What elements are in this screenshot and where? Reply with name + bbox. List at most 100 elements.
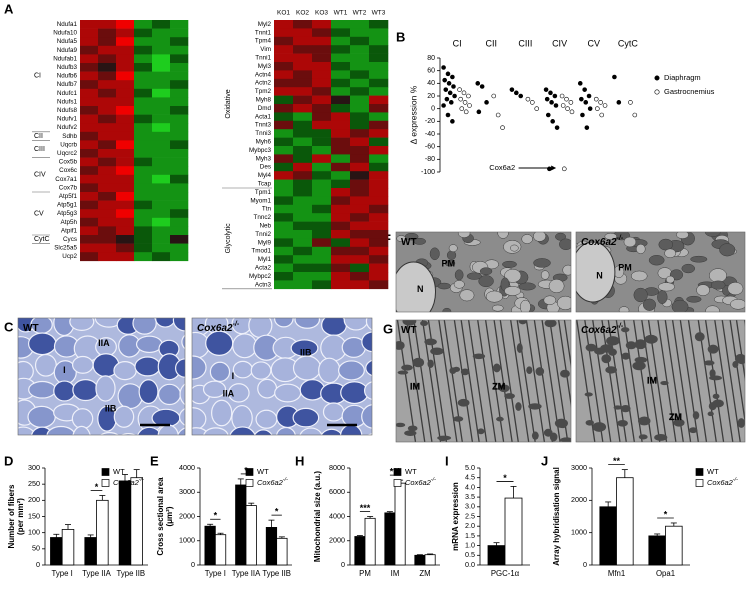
- mitochondrion: [453, 416, 464, 422]
- legend-swatch: [393, 468, 402, 476]
- heatmap-cell: [170, 28, 189, 38]
- heatmap-cell: [152, 243, 171, 253]
- mitochondrion: [479, 267, 493, 276]
- gene-label: Cox7b: [59, 184, 78, 191]
- data-point: [632, 112, 638, 118]
- mitochondrion: [703, 360, 715, 366]
- x-tick-label: Type IIB: [262, 569, 291, 578]
- fiber: [179, 383, 185, 406]
- data-point: [561, 166, 567, 172]
- heatmap-cell: [170, 80, 189, 90]
- heatmap-cell: [293, 188, 313, 197]
- fiber: [121, 433, 136, 435]
- mitochondrion: [477, 428, 485, 435]
- z-line: [499, 320, 519, 442]
- panel-letter: D: [4, 453, 13, 468]
- heatmap-cell: [80, 235, 99, 244]
- bar: [616, 477, 634, 566]
- heatmap-cell: [331, 45, 351, 54]
- gene-label: Myl4: [258, 172, 272, 179]
- heatmap-cell: [312, 146, 332, 155]
- mitochondrion: [555, 232, 567, 241]
- heatmap-cell: [312, 70, 332, 80]
- heatmap-cell: [350, 213, 370, 222]
- fiber: [322, 402, 345, 422]
- mitochondrion: [528, 403, 542, 410]
- group-label: CIII: [34, 146, 45, 153]
- fiber: [276, 426, 296, 435]
- mitochondrion: [442, 307, 452, 312]
- mitochondrion: [518, 320, 528, 325]
- structure-label: IIA: [223, 388, 235, 398]
- heatmap-cell: [80, 54, 99, 64]
- data-point: [547, 166, 552, 172]
- heatmap-cell: [331, 272, 351, 281]
- mitochondrion: [633, 287, 648, 303]
- data-point: [554, 125, 560, 130]
- z-line: [714, 320, 734, 442]
- group-label: CIV: [34, 172, 46, 179]
- structure-label: I: [232, 371, 235, 381]
- mitochondrion: [485, 290, 503, 303]
- heatmap-cell: [116, 63, 135, 72]
- y-tick-label: -20: [425, 118, 435, 125]
- y-axis-label: (μm²): [165, 506, 174, 526]
- heatmap-cell: [350, 87, 370, 96]
- heatmap-cell: [274, 95, 294, 105]
- y-tick-label: 3000: [571, 463, 587, 472]
- image-title-sup: -/-: [617, 235, 624, 242]
- z-line: [679, 320, 699, 442]
- z-line: [704, 320, 725, 442]
- y-axis-label: (per mm²): [16, 498, 25, 535]
- heatmap-cell: [134, 37, 153, 47]
- gene-label: Ndufb7: [57, 81, 78, 88]
- data-point: [445, 71, 451, 77]
- heatmap-cell: [369, 146, 389, 155]
- mitochondrion: [504, 286, 521, 296]
- y-tick-label: 0.0: [465, 560, 475, 569]
- heatmap-cell: [293, 70, 313, 80]
- heatmap-cell: [98, 252, 117, 262]
- heatmap-cell: [274, 179, 294, 189]
- heatmap-cell: [369, 196, 389, 206]
- column-label: KO2: [296, 10, 309, 17]
- x-tick-label: Type IIA: [82, 569, 111, 578]
- mitochondrion: [709, 369, 716, 378]
- mitochondrion: [453, 280, 465, 289]
- mitochondrion: [533, 232, 547, 242]
- heatmap-cell: [80, 243, 99, 253]
- bar: [384, 512, 396, 566]
- mitochondrion: [404, 430, 417, 436]
- y-tick-label: 40: [427, 80, 435, 87]
- heatmap-cell: [116, 217, 135, 227]
- gene-label: Ndufb6: [57, 73, 78, 80]
- mitochondrion: [460, 368, 470, 376]
- heatmap-cell: [331, 120, 351, 130]
- heatmap-cell: [331, 53, 351, 63]
- heatmap-cell: [331, 20, 351, 29]
- heatmap-cell: [98, 243, 117, 253]
- mitochondrion: [708, 268, 727, 283]
- z-line: [438, 320, 458, 442]
- mitochondrion: [657, 290, 668, 304]
- mitochondrion: [681, 263, 696, 274]
- heatmap-cell: [293, 204, 313, 214]
- heatmap-cell: [274, 78, 294, 88]
- bar: [665, 525, 683, 566]
- legend-swatch: [245, 468, 254, 476]
- y-tick-label: -100: [421, 169, 435, 176]
- heatmap-cell: [312, 95, 332, 105]
- heatmap-cell: [134, 200, 153, 210]
- heatmap-cell: [80, 140, 99, 150]
- x-tick-label: PGC-1α: [491, 569, 520, 578]
- heatmap-cell: [152, 80, 171, 90]
- heatmap-cell: [116, 37, 135, 47]
- heatmap-cell: [170, 243, 189, 253]
- gene-label: Mybpc3: [249, 147, 272, 154]
- heatmap-cell: [350, 129, 370, 138]
- heatmap-cell: [274, 87, 294, 96]
- z-line: [557, 320, 571, 409]
- y-tick-label: 5.0: [465, 463, 475, 472]
- legend-label-sup: -/-: [139, 477, 144, 483]
- fiber: [232, 360, 253, 379]
